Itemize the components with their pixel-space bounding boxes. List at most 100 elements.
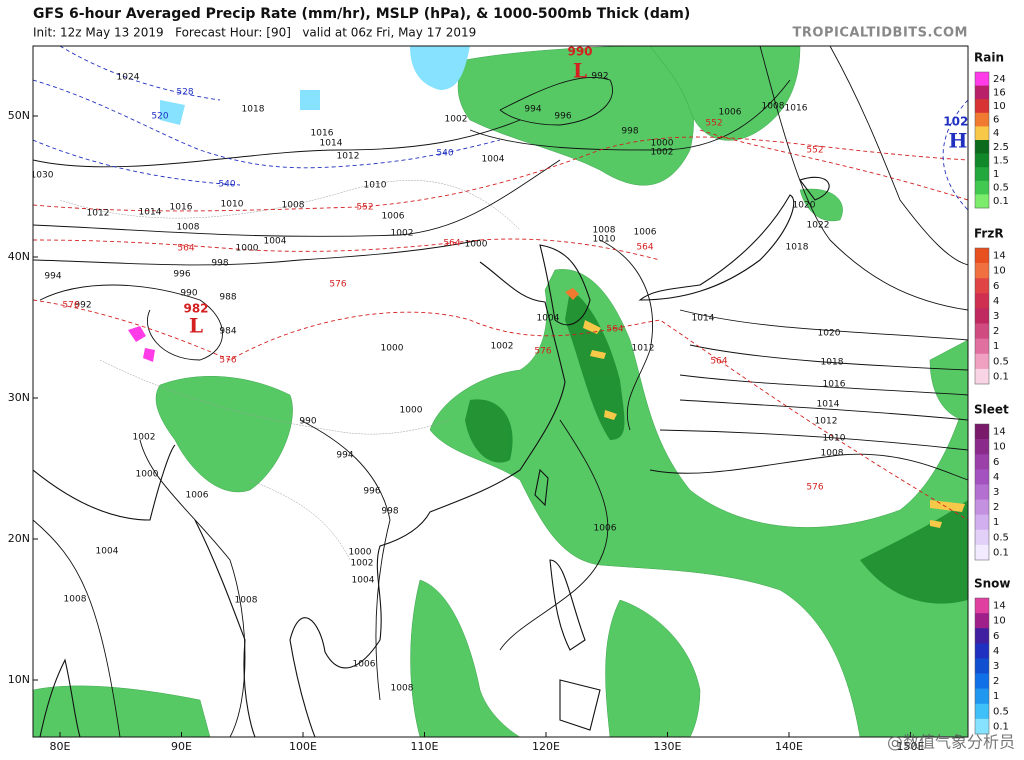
isobar-label: 1004	[537, 314, 560, 324]
isobar-label: 1020	[818, 329, 841, 339]
isobar-label: 992	[591, 72, 608, 82]
legend-swatch	[975, 643, 989, 659]
legend-level: 3	[993, 661, 999, 672]
lon-label: 150E	[897, 740, 925, 753]
thickness-label: 520	[151, 112, 168, 122]
lon-label: 90E	[171, 740, 192, 753]
lon-label: 80E	[50, 740, 71, 753]
legend-swatch	[975, 469, 989, 485]
legend-title: Snow	[974, 577, 1011, 591]
legend-level: 3	[993, 311, 999, 322]
isobar-label: 1004	[352, 576, 375, 586]
subtitle: Init: 12z May 13 2019 Forecast Hour: [90…	[33, 26, 476, 40]
thickness-label: 564	[177, 244, 194, 254]
legend-level: 4	[993, 128, 999, 139]
thickness-label: 576	[329, 280, 346, 290]
legend-swatch	[975, 194, 989, 209]
isobar-label: 1002	[445, 115, 468, 125]
isobar-label: 1006	[594, 524, 617, 534]
isobar-label: 1006	[719, 108, 742, 118]
legend-frame	[974, 423, 990, 561]
legend-level: 0.1	[993, 196, 1009, 207]
legend-swatch	[975, 514, 989, 531]
legend-level: 2	[993, 326, 999, 337]
legend-swatch	[975, 628, 989, 644]
legend-level: 14	[993, 601, 1006, 612]
isobar-label: 1000	[136, 470, 159, 480]
legend-frame	[974, 247, 990, 385]
isobar-label: 1002	[391, 229, 414, 239]
isobar-label: 1020	[793, 201, 816, 211]
isobar-label: 1002	[351, 559, 374, 569]
lon-label: 120E	[532, 740, 560, 753]
lat-label: 20N	[8, 532, 30, 545]
legend-level: 2.5	[993, 142, 1009, 153]
thickness-label: 564	[636, 243, 653, 253]
legend-swatch	[975, 140, 989, 154]
legend-level: 1	[993, 341, 999, 352]
legend-swatch	[975, 673, 989, 689]
legend-level: 0.5	[993, 532, 1009, 543]
isobar-label: 1014	[139, 208, 162, 218]
legend-swatch	[975, 248, 989, 264]
legend-level: 16	[993, 87, 1006, 98]
thickness-label: 540	[218, 180, 235, 190]
legend-level: 2	[993, 676, 999, 687]
watermark: @数值气象分析员	[887, 733, 1015, 752]
isobar-label: 1010	[221, 200, 244, 210]
thickness-label: 564	[710, 357, 727, 367]
thickness-label: 528	[176, 88, 193, 98]
lon-label: 130E	[654, 740, 682, 753]
isobar-label: 1006	[382, 212, 405, 222]
legend-level: 6	[993, 457, 999, 468]
legend-level: 1	[993, 691, 999, 702]
isobar-label: 1000	[400, 406, 423, 416]
lon-label: 110E	[411, 740, 439, 753]
legend-level: 10	[993, 266, 1006, 277]
thickness-label: 540	[436, 149, 453, 159]
legend-level: 4	[993, 472, 999, 483]
legend-swatch	[975, 338, 989, 355]
isobar-label: 1002	[651, 148, 674, 158]
legend-swatch	[975, 353, 989, 370]
legend-level: 2	[993, 502, 999, 513]
isobar-label: 1008	[762, 102, 785, 112]
isobar-label: 998	[211, 259, 228, 269]
legend-swatch	[975, 688, 989, 705]
lat-label: 40N	[8, 250, 30, 263]
legend-level: 24	[993, 74, 1006, 85]
isobar-label: 996	[554, 112, 571, 122]
legend-frame	[974, 597, 990, 735]
legend-swatch	[975, 263, 989, 279]
isobar-label: 1010	[364, 181, 387, 191]
legend-swatch	[975, 658, 989, 674]
legend-swatch	[975, 126, 989, 141]
legend-level: 0.1	[993, 547, 1009, 558]
isobar-label: 1008	[64, 595, 87, 605]
isobar-label: 998	[381, 507, 398, 517]
lon-label: 100E	[289, 740, 317, 753]
isobar-label: 1014	[692, 314, 715, 324]
isobar-label: 994	[336, 451, 353, 461]
isobar-label: 1000	[381, 344, 404, 354]
thickness-label: 576	[534, 347, 551, 357]
legend-swatch	[975, 613, 989, 629]
legend-swatch	[975, 112, 989, 127]
legend-swatch	[975, 544, 989, 561]
isobar-label: 1000	[349, 548, 372, 558]
legend-swatch	[975, 180, 989, 195]
isobar-label: 1014	[320, 139, 343, 149]
thickness-label: 576	[62, 301, 79, 311]
isobar-label: 1012	[815, 417, 838, 427]
lat-label: 10N	[8, 673, 30, 686]
isobar-label: 1006	[186, 491, 209, 501]
isobar-label: 990	[299, 417, 316, 427]
lat-label: 30N	[8, 391, 30, 404]
isobar-label: 1002	[491, 342, 514, 352]
thickness-label: 552	[806, 146, 823, 156]
isobar-label: 998	[621, 127, 638, 137]
legend-level: 0.5	[993, 706, 1009, 717]
center-pressure: 990	[567, 45, 592, 59]
lat-label: 50N	[8, 109, 30, 122]
